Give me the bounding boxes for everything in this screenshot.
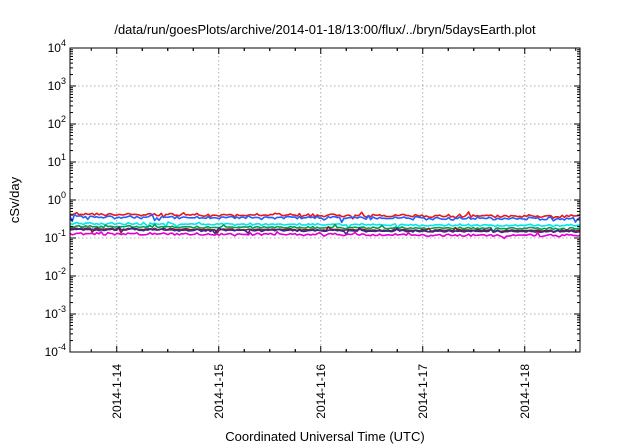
- y-tick-label: 10-2: [45, 266, 66, 283]
- x-tick-label: 2014-1-17: [416, 364, 430, 419]
- series-line-2: [69, 213, 581, 224]
- series-line-4: [69, 223, 581, 233]
- grid: [70, 48, 580, 352]
- y-tick-label: 100: [48, 190, 66, 207]
- chart-title: /data/run/goesPlots/archive/2014-01-18/1…: [114, 22, 536, 37]
- y-tick-label: 10-4: [45, 342, 66, 359]
- y-tick-label: 101: [48, 152, 66, 169]
- y-tick-label: 10-3: [45, 304, 66, 321]
- y-tick-label: 103: [48, 76, 66, 93]
- x-tick-label: 2014-1-14: [110, 364, 124, 419]
- series-line-6: [69, 226, 581, 236]
- y-tick-label: 102: [48, 114, 66, 131]
- series-line-3: [69, 221, 581, 230]
- x-axis: 2014-1-14 2014-1-15 2014-1-16 2014-1-17 2014…: [90, 48, 577, 419]
- series-line-1: [69, 211, 581, 220]
- series-line-7: [69, 231, 581, 240]
- y-axis-label: cSv/day: [7, 176, 22, 223]
- x-tick-label: 2014-1-18: [518, 364, 532, 419]
- y-tick-label: 104: [48, 38, 66, 55]
- y-tick-label: 10-1: [45, 228, 66, 245]
- x-axis-label: Coordinated Universal Time (UTC): [225, 429, 424, 444]
- y-axis: 10-4 10-3 10-2 10-1 100 101 102 103 104: [45, 38, 580, 359]
- x-tick-label: 2014-1-16: [314, 364, 328, 419]
- series-layer: [69, 211, 581, 240]
- x-tick-label: 2014-1-15: [212, 364, 226, 419]
